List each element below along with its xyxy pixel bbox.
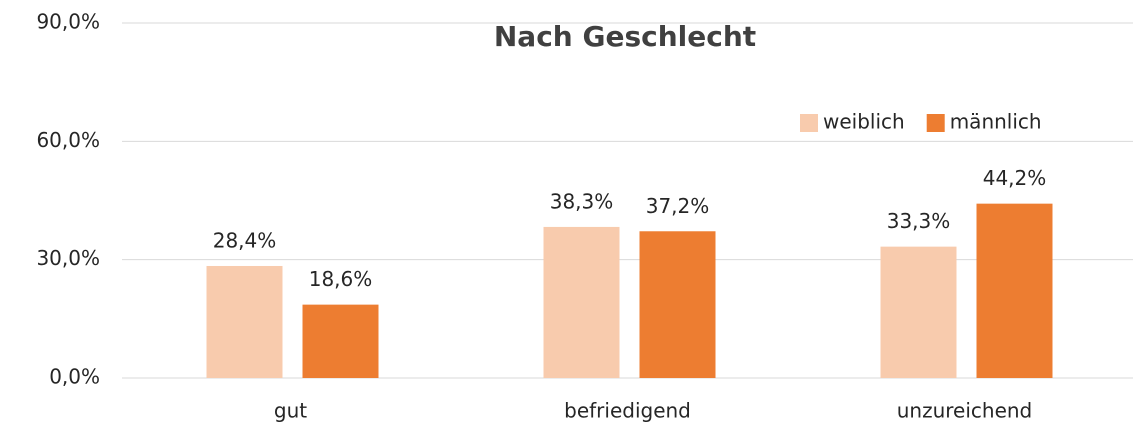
bar <box>543 226 620 378</box>
legend-label: weiblich <box>823 110 905 134</box>
bar <box>880 246 957 378</box>
legend-swatch <box>800 114 818 132</box>
data-label: 33,3% <box>887 209 951 233</box>
y-tick-label: 60,0% <box>36 128 100 152</box>
data-label: 44,2% <box>983 166 1047 190</box>
x-tick-label: unzureichend <box>897 399 1033 423</box>
data-label: 38,3% <box>550 189 614 213</box>
bar <box>639 231 716 378</box>
chart-title: Nach Geschlecht <box>494 20 756 53</box>
bar <box>302 304 379 378</box>
y-tick-label: 0,0% <box>49 365 100 389</box>
bar <box>206 265 283 378</box>
y-tick-label: 90,0% <box>36 10 100 34</box>
legend-swatch <box>926 114 945 132</box>
x-tick-label: gut <box>274 399 307 423</box>
y-tick-label: 30,0% <box>36 246 100 270</box>
data-label: 37,2% <box>646 194 710 218</box>
data-label: 28,4% <box>213 228 277 252</box>
bar <box>976 203 1053 378</box>
legend-label: männlich <box>950 110 1042 134</box>
x-tick-label: befriedigend <box>564 399 691 423</box>
data-label: 18,6% <box>309 267 373 291</box>
